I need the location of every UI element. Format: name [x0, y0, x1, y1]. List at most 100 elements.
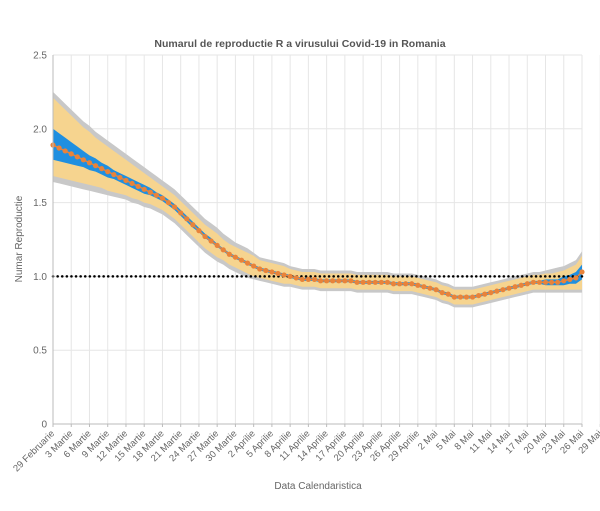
estimate-point [214, 242, 220, 249]
estimate-point [311, 276, 318, 282]
estimate-point [439, 290, 445, 296]
chart-title: Numarul de reproductie R a virusului Cov… [154, 38, 445, 50]
estimate-point [281, 272, 287, 278]
estimate-point [74, 154, 80, 160]
confidence-bands [53, 91, 582, 308]
estimate-point [524, 281, 530, 287]
x-tick-label: 5 Mai [434, 428, 458, 452]
estimate-point [232, 254, 239, 260]
estimate-point [269, 269, 275, 275]
y-tick-label: 0.5 [33, 346, 47, 357]
estimate-point [536, 279, 543, 285]
estimate-point [396, 281, 403, 287]
estimate-point [342, 278, 348, 284]
estimate-point [62, 148, 68, 154]
estimate-point [56, 145, 62, 151]
estimate-point [299, 276, 305, 282]
estimate-point [384, 279, 391, 285]
estimate-point [123, 177, 129, 184]
estimate-point [287, 273, 293, 279]
estimate-point [196, 228, 202, 234]
estimate-point [184, 216, 190, 222]
estimate-point [427, 285, 433, 291]
estimate-point [403, 281, 409, 287]
estimate-point [105, 169, 111, 175]
estimate-point [220, 247, 226, 253]
estimate-point [244, 260, 251, 266]
x-tick-label: 2 Mai [416, 428, 440, 452]
y-tick-label: 2.0 [33, 124, 47, 135]
x-axis-title: Data Calendaristica [274, 481, 362, 492]
estimate-point [372, 279, 378, 285]
estimate-point [263, 267, 269, 274]
estimate-point [561, 278, 567, 284]
grid-lines [52, 54, 600, 425]
estimate-point [190, 222, 196, 228]
estimate-point [135, 183, 141, 189]
estimate-point [482, 291, 488, 297]
estimate-point [257, 266, 263, 272]
estimate-point [165, 200, 172, 206]
estimate-point [494, 288, 500, 294]
estimate-point [360, 279, 366, 285]
y-tick-label: 0 [41, 420, 47, 431]
estimate-point [147, 189, 153, 195]
estimate-point [238, 257, 245, 263]
estimate-point [518, 282, 524, 288]
estimate-point [92, 163, 99, 169]
estimate-point [226, 251, 232, 257]
estimate-point [324, 278, 330, 284]
estimate-point [111, 171, 117, 178]
estimate-point [80, 157, 87, 163]
estimate-point [305, 276, 311, 282]
estimate-point [202, 233, 208, 240]
estimate-point [555, 279, 561, 285]
estimate-point [117, 174, 123, 181]
estimate-point [542, 279, 549, 285]
estimate-point [579, 269, 585, 275]
estimate-point [366, 279, 372, 285]
estimate-point [469, 294, 476, 300]
y-tick-label: 2.5 [33, 51, 47, 62]
estimate-point [463, 294, 470, 300]
estimate-point [275, 270, 281, 277]
estimate-point [451, 294, 457, 300]
estimate-point [251, 263, 257, 269]
estimate-point [506, 285, 512, 291]
estimate-point [390, 281, 397, 287]
estimate-point [445, 291, 451, 297]
estimate-point [141, 186, 147, 192]
y-tick-label: 1.0 [33, 272, 47, 283]
estimate-point [354, 279, 360, 285]
estimate-point [433, 287, 439, 293]
estimate-point [86, 160, 93, 166]
estimate-line [52, 144, 583, 298]
estimate-point [129, 180, 135, 187]
estimate-point [348, 278, 354, 284]
estimate-point [99, 166, 105, 172]
estimate-point [421, 284, 427, 290]
estimate-point [172, 204, 178, 210]
y-tick-label: 1.5 [33, 198, 47, 209]
estimate-point [330, 278, 336, 284]
estimate-point [512, 284, 518, 290]
estimate-point [415, 282, 421, 288]
y-axis-title: Numar Reproductie [14, 195, 25, 282]
estimate-point [68, 151, 74, 157]
estimate-point [178, 210, 184, 216]
estimate-point [208, 238, 214, 244]
estimate-point [457, 294, 463, 300]
estimate-point [336, 278, 342, 284]
estimate-point [476, 292, 482, 299]
estimate-point [567, 276, 573, 282]
estimate-point [378, 279, 384, 285]
estimate-point [548, 279, 555, 285]
estimate-point [317, 278, 324, 284]
estimate-series [50, 142, 585, 300]
estimate-point [573, 275, 579, 281]
estimate-point [159, 195, 166, 201]
estimate-point [293, 275, 299, 281]
